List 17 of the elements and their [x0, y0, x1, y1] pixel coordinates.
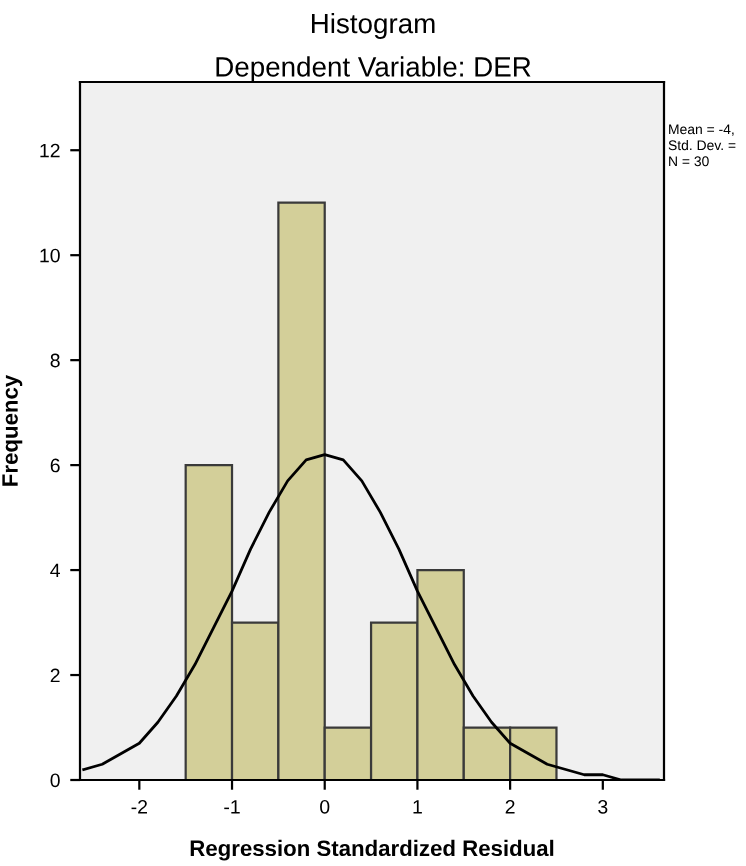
y-axis-title: Frequency [2, 374, 23, 486]
x-tick-label: -1 [224, 800, 240, 814]
x-tick-label: 3 [598, 799, 608, 814]
y-tick-label: 12 [40, 143, 60, 158]
chart-subtitle: Dependent Variable: DER [216, 56, 531, 83]
x-tick-label: 2 [505, 799, 515, 814]
x-axis-title: Regression Standardized Residual [190, 839, 554, 861]
y-tick-label: 6 [50, 458, 60, 473]
chart-title: Histogram [312, 12, 435, 39]
x-tick-label: 1 [413, 800, 422, 814]
y-tick-label: 0 [50, 773, 60, 788]
y-tick-label: 2 [50, 668, 60, 683]
y-tick-label: 8 [50, 353, 60, 368]
x-tick-label: -2 [131, 799, 147, 814]
x-tick-label: 0 [320, 799, 330, 814]
y-tick-label: 10 [40, 248, 60, 263]
y-tick-label: 4 [50, 563, 60, 578]
